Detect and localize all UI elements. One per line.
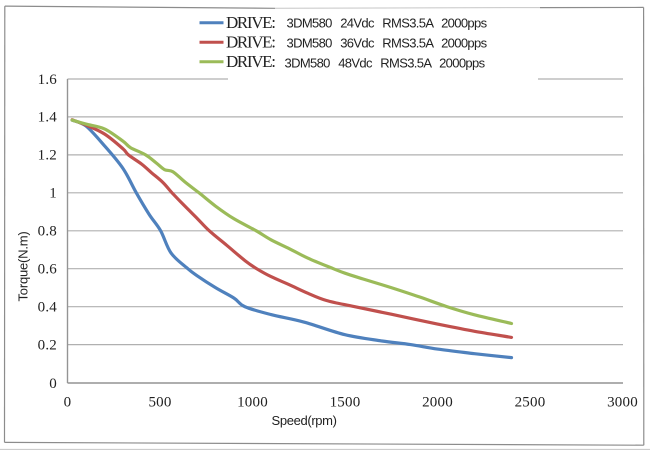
svg-text:DRIVE:: DRIVE: xyxy=(226,52,275,71)
svg-text:DRIVE:: DRIVE: xyxy=(226,32,275,51)
svg-text:500: 500 xyxy=(148,395,171,411)
svg-text:DRIVE:: DRIVE: xyxy=(226,13,275,32)
svg-text:1000: 1000 xyxy=(237,395,268,411)
svg-text:1.6: 1.6 xyxy=(38,72,58,88)
svg-text:3000: 3000 xyxy=(607,395,638,411)
svg-text:0.4: 0.4 xyxy=(38,300,58,316)
svg-text:Speed(rpm): Speed(rpm) xyxy=(272,413,337,428)
svg-text:0.2: 0.2 xyxy=(38,337,57,353)
svg-text:0.8: 0.8 xyxy=(38,224,57,240)
svg-text:1: 1 xyxy=(49,186,57,202)
svg-text:0.6: 0.6 xyxy=(38,262,58,278)
svg-text:1.4: 1.4 xyxy=(38,110,58,126)
svg-text:0: 0 xyxy=(49,376,57,392)
svg-text:0: 0 xyxy=(64,395,72,411)
svg-text:3DM580 36Vdc RMS3.5A 2000pps: 3DM580 36Vdc RMS3.5A 2000pps xyxy=(287,36,488,51)
svg-text:3DM580 48Vdc RMS3.5A 2000pps: 3DM580 48Vdc RMS3.5A 2000pps xyxy=(285,56,486,71)
svg-text:1500: 1500 xyxy=(330,395,361,411)
svg-text:2500: 2500 xyxy=(515,395,546,411)
svg-text:Torque(N.m): Torque(N.m) xyxy=(16,231,31,301)
svg-text:2000: 2000 xyxy=(422,395,453,411)
svg-text:1.2: 1.2 xyxy=(38,148,57,164)
svg-text:3DM580 24Vdc RMS3.5A 2000pps: 3DM580 24Vdc RMS3.5A 2000pps xyxy=(287,16,488,31)
